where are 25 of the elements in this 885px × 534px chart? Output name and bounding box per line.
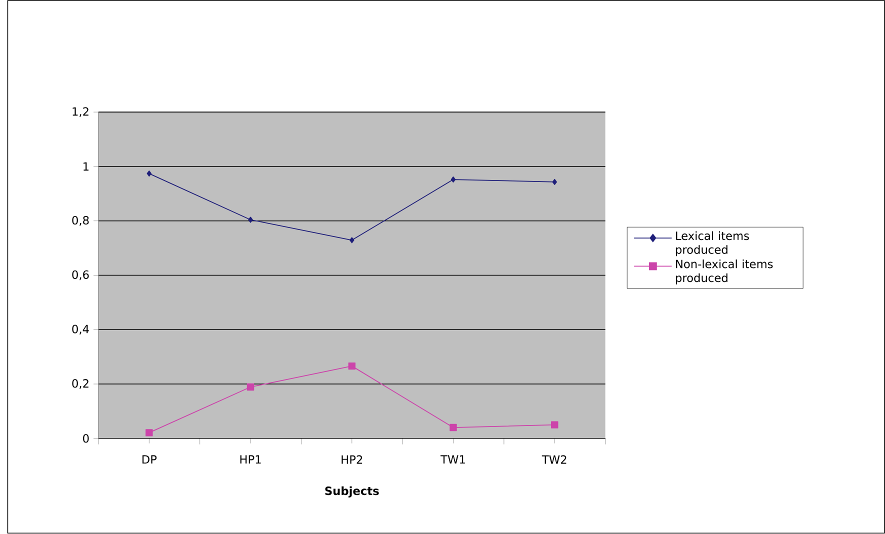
x-tick-label: HP1 [240,455,261,464]
y-tick-label: 0,2 [72,379,88,390]
x-tick-label: HP2 [342,455,362,464]
point [146,429,153,436]
y-tick-label: 0 [83,434,89,443]
point [350,237,354,244]
point [246,384,254,391]
point [552,179,557,186]
point [248,216,253,223]
y-tick-label: 0,4 [72,324,89,335]
x-tick-label: TW1 [440,455,465,464]
x-tick-label: DP [142,455,157,464]
point [348,362,356,370]
point [450,424,457,432]
x-tick-label: TW2 [542,455,566,464]
legend-label: Non-lexical items produced [676,260,773,285]
legend-label: Lexical items produced [676,231,749,256]
y-tick-label: 0,6 [72,270,89,280]
point [146,170,152,177]
point [551,421,558,429]
point [450,176,456,183]
x-axis-title: Subjects [325,486,379,498]
y-tick-label: 1 [84,162,88,171]
y-tick-label: 0,8 [72,216,89,226]
y-tick-label: 1,2 [72,107,88,118]
